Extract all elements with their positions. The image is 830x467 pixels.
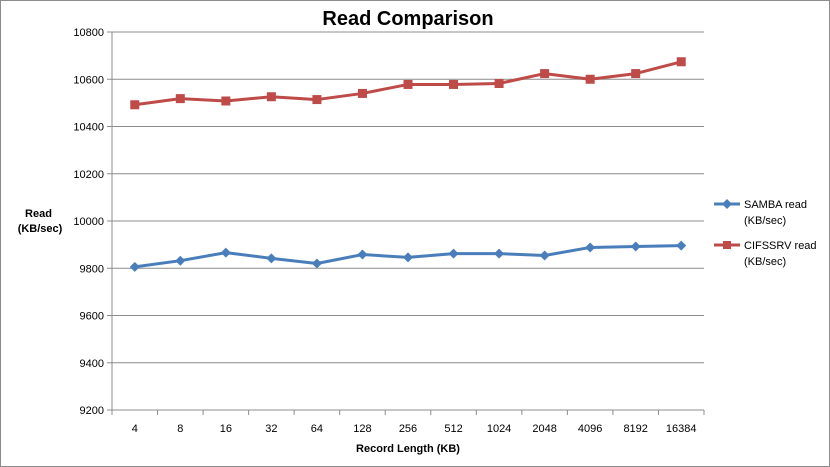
legend-entry-samba: SAMBA read (KB/sec) — [714, 199, 807, 227]
x-tick-label: 512 — [444, 423, 462, 435]
data-point — [403, 252, 413, 263]
x-tick-label: 1024 — [487, 423, 511, 435]
y-tick-label: 10400 — [73, 122, 104, 134]
data-point — [130, 100, 140, 110]
legend: SAMBA read (KB/sec) CIFSSRV read (KB/sec… — [714, 199, 817, 268]
y-tick-label: 9800 — [80, 263, 104, 275]
data-point — [403, 79, 413, 89]
legend-label-samba-line1: SAMBA read — [744, 199, 807, 211]
data-point — [540, 69, 550, 79]
data-point — [448, 248, 459, 259]
series — [129, 57, 687, 272]
data-point — [676, 240, 687, 251]
legend-entry-cifssrv: CIFSSRV read (KB/sec) — [714, 240, 817, 268]
series-1 — [130, 57, 686, 110]
y-tick-label: 10200 — [73, 169, 104, 181]
legend-label-cifssrv-line2: (KB/sec) — [744, 256, 786, 268]
x-tick-label: 64 — [311, 423, 323, 435]
data-point — [449, 79, 459, 89]
data-point — [357, 88, 367, 98]
chart-title: Read Comparison — [322, 8, 493, 30]
data-point — [676, 57, 686, 67]
x-tick-label: 128 — [353, 423, 371, 435]
legend-label-samba-line2: (KB/sec) — [744, 215, 786, 227]
data-point — [266, 92, 276, 102]
data-point — [585, 74, 595, 84]
axes — [111, 32, 705, 415]
data-point — [631, 69, 641, 79]
y-tick-label: 10800 — [73, 27, 104, 39]
data-point — [175, 94, 185, 104]
y-tick-label: 10000 — [73, 216, 104, 228]
data-point — [220, 247, 231, 258]
data-point — [539, 250, 550, 261]
y-tick-label: 9400 — [80, 358, 104, 370]
x-axis-label: Record Length (KB) — [356, 443, 460, 455]
series-0 — [129, 240, 687, 272]
x-tick-label: 4096 — [578, 423, 602, 435]
data-point — [312, 95, 322, 105]
x-tick-labels: 4 8 16 32 64 128 256 512 1024 2048 4096 8192 16384 — [132, 423, 697, 435]
data-point — [585, 242, 596, 253]
x-tick-label: 2048 — [532, 423, 556, 435]
y-tick-label: 9600 — [80, 311, 104, 323]
data-point — [311, 258, 322, 269]
y-axis-label-line2: (KB/sec) — [18, 223, 63, 235]
legend-marker-cifssrv — [723, 241, 731, 249]
y-tick-label: 9200 — [80, 405, 104, 417]
data-point — [175, 255, 186, 266]
data-point — [266, 253, 277, 264]
x-tick-label: 8192 — [623, 423, 647, 435]
y-tick-labels: 9200 9400 9600 9800 10000 10200 10400 10600 1080… — [73, 27, 104, 417]
x-tick-label: 32 — [265, 423, 277, 435]
y-axis-label: Read (KB/sec) — [18, 208, 63, 235]
y-axis-label-line1: Read — [25, 208, 52, 220]
x-tick-label: 4 — [132, 423, 138, 435]
legend-label-cifssrv-line1: CIFSSRV read — [744, 240, 817, 252]
data-point — [494, 248, 505, 259]
data-point — [494, 79, 504, 89]
x-tick-label: 16 — [220, 423, 232, 435]
y-tick-label: 10600 — [73, 74, 104, 86]
data-point — [221, 96, 231, 106]
data-point — [357, 249, 368, 260]
x-tick-label: 8 — [177, 423, 183, 435]
legend-marker-samba — [722, 199, 732, 209]
x-tick-label: 256 — [399, 423, 417, 435]
data-point — [129, 261, 140, 272]
data-point — [630, 241, 641, 252]
x-tick-label: 16384 — [666, 423, 697, 435]
